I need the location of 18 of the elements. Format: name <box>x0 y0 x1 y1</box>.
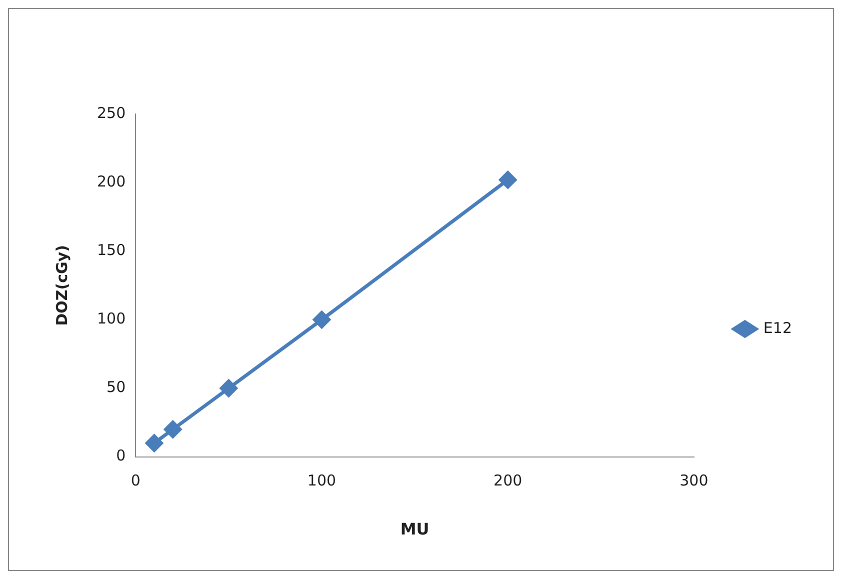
x-tick-label: 200 <box>494 472 522 490</box>
y-axis-title: DOZ(cGy) <box>52 245 71 326</box>
point <box>145 434 163 452</box>
y-tick-label: 0 <box>116 446 126 465</box>
y-tick-label: 250 <box>96 104 126 122</box>
y-tick-label: 200 <box>96 172 126 190</box>
x-axis-title: MU <box>400 520 430 539</box>
y-tick-label: 150 <box>96 241 126 260</box>
legend-label: E12 <box>763 318 792 337</box>
point <box>164 420 182 438</box>
y-tick-label: 50 <box>106 378 126 396</box>
x-tick-label: 100 <box>307 472 336 490</box>
point <box>312 310 330 328</box>
x-tick-label: 300 <box>680 472 708 490</box>
x-tick-label: 0 <box>130 472 140 490</box>
point <box>220 379 238 397</box>
y-tick-label: 100 <box>96 310 126 328</box>
point <box>499 171 517 189</box>
